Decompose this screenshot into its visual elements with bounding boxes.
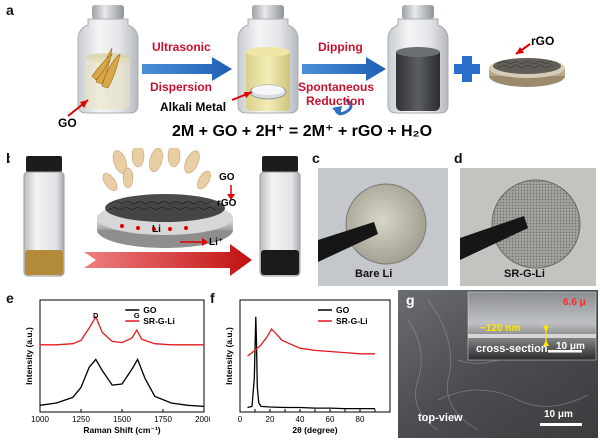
x-tick-label: 1250 — [72, 415, 90, 424]
li-label-b: Li — [152, 224, 161, 235]
xrd-chart: 0 20 40 60 80 2θ (degree) Intensity (a.u.) GOSR… — [224, 299, 391, 435]
raman-chart: 1000 1250 1500 1750 2000 Raman Shift (cm⁻¹) In… — [24, 299, 210, 435]
peak-label: G — [134, 311, 140, 320]
peak-label: D — [93, 311, 99, 320]
x-tick-label: 80 — [356, 415, 365, 424]
panel-label-e: e — [6, 290, 14, 306]
reaction-equation: 2M + GO + 2H⁺ = 2M⁺ + rGO + H₂O — [172, 123, 433, 140]
legend-entry: GO — [336, 305, 350, 315]
panel-label-d: d — [454, 150, 463, 166]
arrow-ultrasonic — [142, 57, 232, 81]
go-callout-b: GO — [219, 172, 235, 183]
x-tick-label: 1000 — [31, 415, 49, 424]
rgo-coated-disk — [489, 58, 565, 87]
legend-entry: GO — [143, 305, 157, 315]
panel-a-schematic — [67, 5, 565, 117]
panel-b-schematic — [10, 148, 308, 282]
panel-label-a: a — [6, 2, 14, 18]
series-line-go — [247, 316, 375, 410]
inset-scale-bar-label: 10 μm — [556, 341, 585, 352]
legend-entry: SR-G-Li — [336, 316, 368, 326]
step1-label-top: Ultrasonic — [152, 40, 211, 54]
x-axis-label: Raman Shift (cm⁻¹) — [83, 425, 160, 435]
x-tick-label: 1500 — [113, 415, 131, 424]
plot-frame — [39, 299, 205, 413]
caption-sr-g-li: SR-G-Li — [504, 268, 545, 280]
annot-thickness-um: 6.6 μ — [563, 297, 586, 308]
photo-sr-g-li — [460, 168, 596, 286]
y-axis-label: Intensity (a.u.) — [224, 327, 234, 385]
annot-thickness-nm: ~120 nm — [480, 323, 521, 334]
arrow-dipping — [302, 57, 386, 81]
series-line-sr-g-li — [247, 328, 375, 357]
panel-label-g: g — [406, 292, 415, 308]
x-tick-label: 2000 — [195, 415, 210, 424]
x-tick-label: 60 — [326, 415, 335, 424]
photo-bare-li — [318, 168, 448, 286]
legend-entry: SR-G-Li — [143, 316, 175, 326]
panel-label-f: f — [210, 290, 215, 306]
rgo-callout-b: rGO — [217, 198, 237, 209]
x-tick-label: 40 — [296, 415, 305, 424]
sem-image — [398, 290, 598, 438]
series-line-go — [39, 357, 205, 408]
main-scale-bar-label: 10 μm — [544, 409, 573, 420]
x-tick-label: 0 — [238, 415, 243, 424]
series-line-sr-g-li — [40, 315, 204, 346]
bottle-rgo-dispersion — [387, 5, 449, 114]
alkali-metal-callout: Alkali Metal — [160, 100, 227, 114]
inset-label-cross-section: cross-section — [476, 343, 548, 355]
x-tick-label: 1750 — [154, 415, 172, 424]
step2-label-mid: Spontaneous — [298, 80, 375, 94]
panel-label-c: c — [312, 150, 320, 166]
bottle-alkali-metal — [237, 5, 299, 114]
step2-label-top: Dipping — [318, 40, 363, 54]
plus-icon — [454, 56, 480, 82]
bottle-go-dispersion — [77, 5, 139, 114]
li-plus-label-b: Li⁺ — [209, 237, 224, 248]
process-arrow-b — [84, 244, 252, 276]
x-axis-label: 2θ (degree) — [292, 425, 337, 435]
step1-label-bottom: Dispersion — [150, 80, 213, 94]
go-callout-a: GO — [58, 116, 77, 130]
step2-label-bottom: Reduction — [306, 94, 365, 108]
x-tick-label: 20 — [266, 415, 275, 424]
caption-bare-li: Bare Li — [355, 268, 393, 280]
rgo-callout-a: rGO — [531, 34, 555, 48]
y-axis-label: Intensity (a.u.) — [24, 327, 34, 385]
main-label-top-view: top-view — [418, 412, 463, 424]
